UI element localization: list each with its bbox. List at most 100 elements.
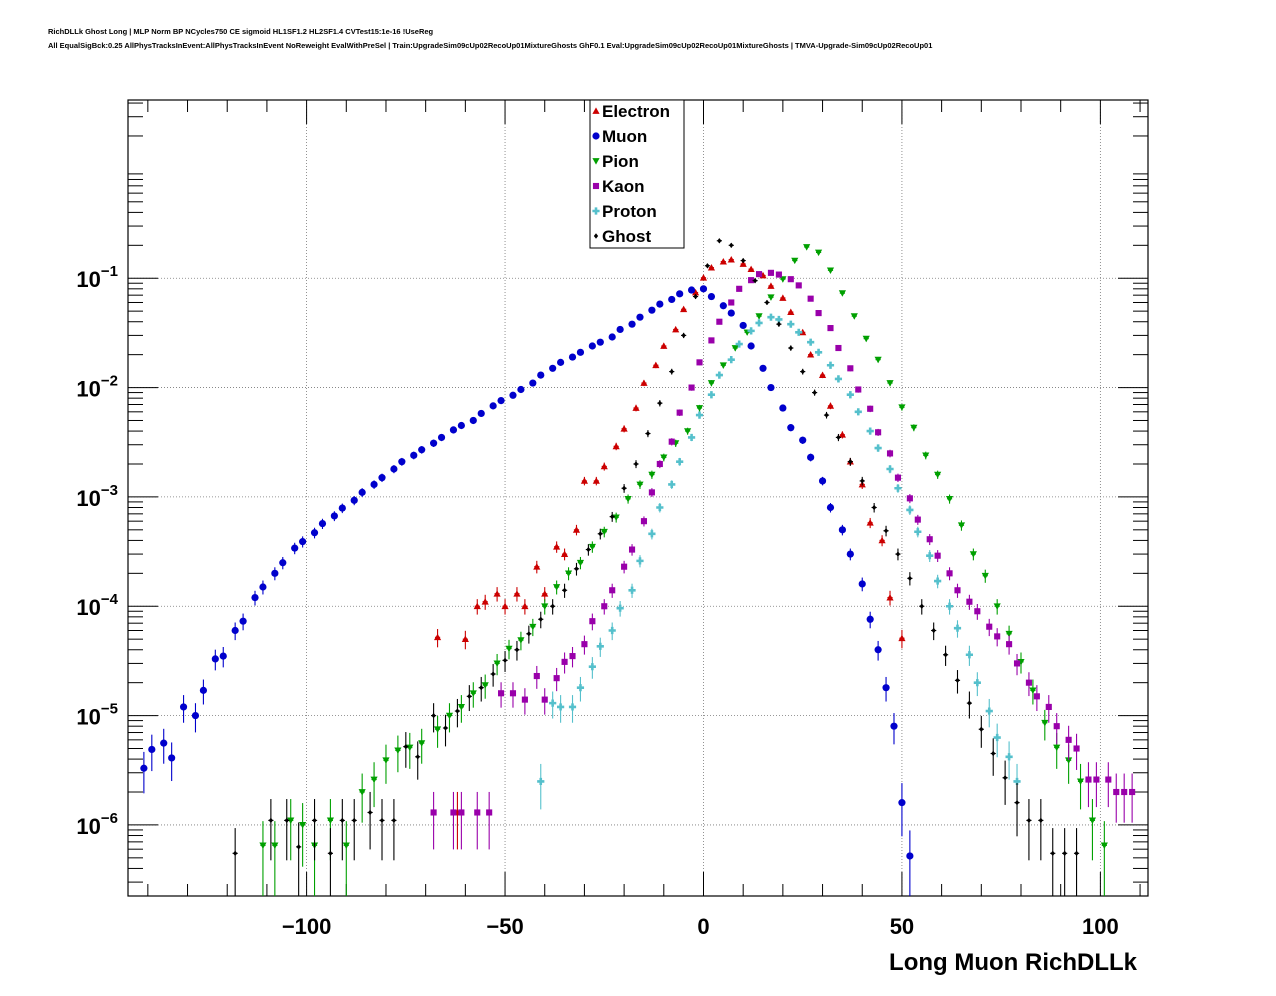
point-marker [645, 430, 651, 437]
point-marker [907, 575, 913, 582]
data-point-pion [731, 345, 739, 352]
data-point-kaon [688, 384, 695, 391]
point-marker [836, 434, 841, 441]
point-marker [874, 646, 882, 654]
data-point-muon [140, 751, 148, 794]
point-marker [969, 551, 977, 558]
point-marker [338, 504, 346, 512]
data-point-kaon [533, 665, 540, 689]
data-point-ghost [502, 651, 508, 672]
point-marker [943, 652, 948, 658]
point-marker [513, 590, 521, 597]
point-marker [800, 368, 805, 375]
data-point-muon [469, 416, 477, 425]
point-marker [533, 672, 540, 680]
point-marker [526, 631, 532, 637]
point-marker [509, 391, 517, 399]
data-point-proton [747, 327, 755, 335]
data-point-muon [537, 371, 545, 379]
point-marker [1014, 799, 1020, 806]
data-point-muon [719, 302, 727, 310]
x-tick-label: 50 [890, 914, 914, 939]
point-marker [957, 522, 966, 529]
point-marker [191, 711, 200, 720]
point-marker [974, 608, 981, 615]
data-point-kaon [815, 310, 822, 317]
data-point-proton [568, 695, 577, 723]
data-point-proton [1005, 741, 1013, 780]
point-marker [993, 733, 1001, 742]
point-marker [775, 271, 782, 278]
data-point-muon [588, 342, 596, 350]
point-marker [394, 747, 402, 755]
data-point-electron [560, 548, 569, 561]
point-marker [1100, 842, 1108, 849]
data-point-electron [600, 462, 608, 471]
data-point-ghost [327, 828, 334, 896]
data-point-ghost [284, 799, 290, 861]
data-point-electron [433, 629, 442, 648]
point-marker [719, 302, 727, 310]
point-marker [541, 696, 548, 703]
data-point-ghost [764, 299, 770, 306]
point-marker [1121, 788, 1128, 796]
data-point-ghost [966, 691, 973, 719]
data-point-pion [433, 715, 442, 748]
point-marker [776, 321, 782, 327]
point-marker [946, 570, 953, 577]
point-marker [906, 495, 913, 502]
point-marker [455, 708, 460, 714]
point-marker [633, 461, 639, 467]
point-marker [660, 342, 668, 349]
data-point-proton [866, 427, 874, 435]
data-point-muon [179, 695, 188, 723]
point-marker [572, 526, 581, 533]
data-point-muon [199, 679, 208, 705]
data-point-pion [358, 773, 366, 823]
point-marker [966, 598, 973, 605]
point-marker [477, 409, 485, 418]
point-marker [699, 274, 708, 281]
data-point-kaon [755, 271, 763, 278]
data-point-kaon [1033, 685, 1040, 712]
point-marker [657, 400, 662, 406]
point-marker [874, 444, 882, 452]
point-marker [708, 337, 715, 344]
plot-title-line-1: RichDLLk Ghost Long | MLP Norm BP NCycle… [48, 27, 434, 36]
data-point-muon [628, 320, 636, 328]
legend-box [589, 99, 685, 249]
data-point-kaon [640, 516, 648, 527]
data-point-kaon [521, 688, 528, 715]
data-point-pion [981, 569, 989, 583]
data-point-proton [787, 320, 795, 328]
point-marker [1076, 778, 1085, 786]
point-marker [705, 263, 710, 269]
x-axis-label: Long Muon RichDLLk [889, 949, 1138, 976]
point-marker [640, 379, 648, 386]
point-marker [498, 690, 505, 697]
data-point-muon [390, 465, 398, 474]
data-point-kaon [430, 791, 437, 850]
data-point-electron [787, 308, 795, 315]
data-point-ghost [716, 238, 722, 244]
point-marker [672, 325, 680, 333]
data-point-muon [656, 300, 664, 308]
point-marker [299, 538, 307, 546]
data-point-kaon [914, 514, 921, 525]
data-point-muon [874, 640, 882, 661]
data-point-kaon [1073, 733, 1080, 770]
point-marker [624, 495, 632, 503]
point-marker [529, 379, 537, 387]
data-point-muon [779, 404, 787, 412]
data-point-pion [271, 821, 279, 896]
data-point-kaon [986, 618, 993, 637]
point-marker [352, 817, 357, 824]
legend-entry-pion: Pion [592, 152, 639, 171]
data-point-ghost [442, 714, 449, 747]
point-marker [945, 602, 954, 610]
point-marker [906, 506, 914, 514]
data-point-kaon [708, 337, 715, 344]
point-marker [291, 544, 299, 552]
data-point-ghost [585, 544, 591, 556]
point-marker [779, 276, 787, 283]
